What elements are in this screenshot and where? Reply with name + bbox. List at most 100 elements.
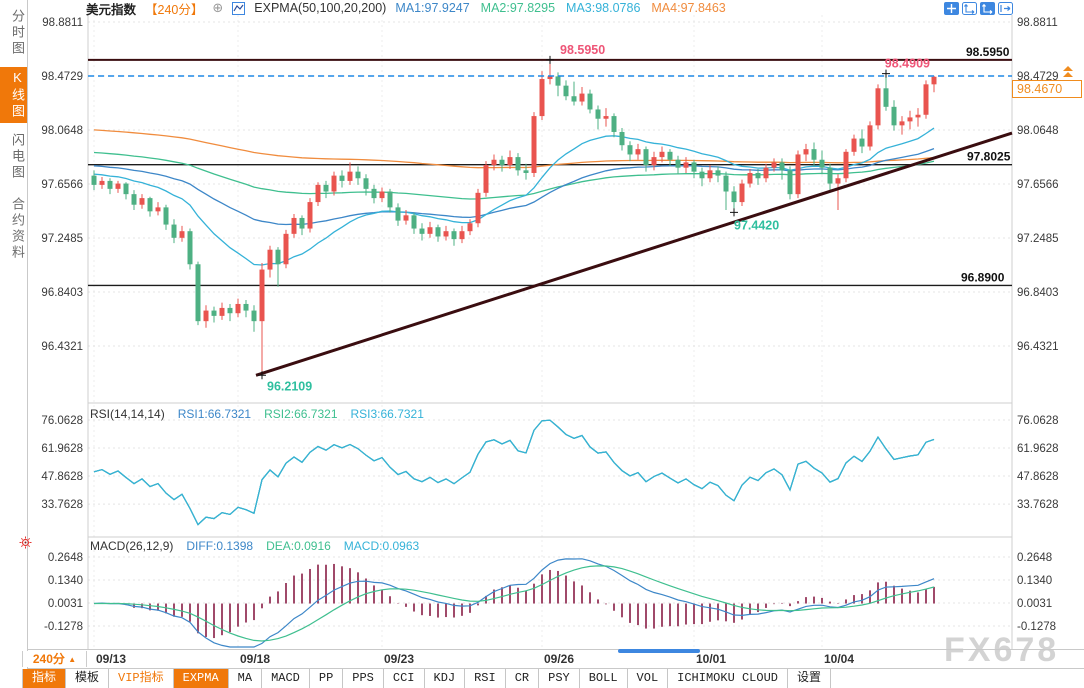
- candle: [331, 175, 337, 192]
- toolbar-item-10[interactable]: RSI: [465, 669, 506, 688]
- sidebar-item-lightning-chart[interactable]: 闪电图: [10, 133, 25, 181]
- candle: [227, 307, 233, 314]
- toolbar-item-2[interactable]: VIP指标: [109, 669, 174, 688]
- add-compare-icon[interactable]: ⊕: [212, 0, 224, 15]
- candle: [923, 84, 929, 115]
- axis-scale-icon[interactable]: [962, 2, 977, 15]
- macd-value-1: DEA:0.0916: [266, 539, 331, 553]
- axis-scale-active-icon[interactable]: [980, 2, 995, 15]
- candle: [291, 217, 297, 234]
- candle: [563, 85, 569, 97]
- candle: [195, 264, 201, 322]
- sidebar-item-contract-info[interactable]: 合约资料: [10, 197, 25, 261]
- toolbar-item-0[interactable]: 指标: [22, 669, 67, 688]
- popout-icon[interactable]: [998, 2, 1013, 15]
- ma-value-1: MA2:97.8295: [480, 1, 556, 15]
- candle: [787, 170, 793, 195]
- candle: [163, 207, 169, 225]
- candle: [235, 303, 241, 314]
- candle: [283, 233, 289, 265]
- price-annotation: 98.4909: [885, 57, 930, 71]
- axis-label-right: 98.8811: [1017, 17, 1058, 29]
- toolbar-item-5[interactable]: MACD: [262, 669, 310, 688]
- candle: [155, 207, 161, 212]
- candle: [579, 93, 585, 102]
- trendline[interactable]: [255, 131, 1013, 377]
- candle: [387, 191, 393, 208]
- candle: [355, 171, 361, 179]
- toolbar-item-3[interactable]: EXPMA: [173, 669, 229, 688]
- axis-label-left: 33.7628: [41, 499, 83, 511]
- candle: [891, 106, 897, 126]
- crosshair-icon[interactable]: [944, 2, 959, 15]
- axis-label-right: 47.8628: [1017, 471, 1059, 483]
- toolbar-item-13[interactable]: BOLL: [579, 669, 628, 688]
- toolbar-item-14[interactable]: VOL: [627, 669, 669, 688]
- candle: [139, 198, 145, 205]
- toolbar-item-9[interactable]: KDJ: [424, 669, 466, 688]
- extreme-marker: [882, 69, 890, 78]
- candle: [203, 310, 209, 322]
- candle: [763, 167, 769, 179]
- candle: [635, 149, 641, 155]
- candle: [443, 231, 449, 237]
- candle: [211, 310, 217, 316]
- axis-label-right: 97.6566: [1017, 179, 1059, 191]
- candle: [243, 303, 249, 311]
- date-label: 09/26: [544, 652, 574, 666]
- date-gridlines: 09/13 09/18 09/23 09/26 10/01 10/04: [93, 15, 854, 666]
- candle: [459, 231, 465, 240]
- indicator-settings-icon[interactable]: [19, 536, 32, 554]
- timeframe-selector[interactable]: 240分 ▲: [22, 651, 87, 667]
- expma-200-line: [93, 129, 935, 169]
- toolbar-item-11[interactable]: CR: [505, 669, 540, 688]
- toolbar-item-16[interactable]: 设置: [787, 669, 831, 688]
- extreme-marker: [258, 371, 266, 380]
- candle: [619, 131, 625, 146]
- horizontal-scrollbar-thumb[interactable]: [618, 649, 700, 653]
- toolbar-item-7[interactable]: PPS: [343, 669, 384, 688]
- candle: [659, 151, 665, 158]
- current-price-badge: 98.4670: [1012, 80, 1082, 98]
- date-label: 09/13: [96, 652, 126, 666]
- candle: [571, 96, 577, 102]
- expma-lines: [93, 127, 935, 266]
- candle: [723, 175, 729, 192]
- expma-50-line: [93, 147, 935, 226]
- ma-value-0: MA1:97.9247: [395, 1, 470, 15]
- candle: [115, 183, 121, 189]
- candle: [123, 183, 129, 195]
- axis-label-left: 0.0031: [48, 598, 83, 610]
- candle: [667, 151, 673, 160]
- expma-chart-icon: [232, 1, 246, 15]
- candle: [555, 76, 561, 86]
- axis-label-right: 96.8403: [1017, 287, 1059, 299]
- candle: [739, 183, 745, 203]
- candle: [107, 180, 113, 189]
- toolbar-item-8[interactable]: CCI: [383, 669, 425, 688]
- candle: [339, 175, 345, 181]
- extreme-marker: [730, 208, 738, 217]
- candle: [363, 178, 369, 189]
- toolbar-item-4[interactable]: MA: [228, 669, 263, 688]
- line-label: 97.8025: [967, 150, 1011, 164]
- sidebar-item-kline-chart[interactable]: K线图: [0, 67, 27, 123]
- rsi-name: RSI(14,14,14): [90, 407, 165, 421]
- axis-label-right: 98.0648: [1017, 125, 1059, 137]
- toolbar-item-12[interactable]: PSY: [539, 669, 580, 688]
- toolbar-item-1[interactable]: 模板: [66, 669, 110, 688]
- chevron-up-icon: ▲: [68, 655, 77, 664]
- candle: [179, 231, 185, 238]
- sidebar-item-time-chart[interactable]: 分时图: [10, 9, 25, 57]
- macd-header: MACD(26,12,9) DIFF:0.1398 DEA:0.0916 MACD:…: [90, 539, 419, 553]
- toolbar-item-6[interactable]: PP: [309, 669, 344, 688]
- candle: [507, 157, 513, 166]
- indicator-toolbar: 指标 模板 VIP指标 EXPMA MA MACD PP PPS CCI KDJ RSI CR PSY B…: [22, 669, 831, 688]
- candle: [435, 227, 441, 237]
- toolbar-item-15[interactable]: ICHIMOKU CLOUD: [668, 669, 788, 688]
- price-annotation: 98.5950: [560, 43, 605, 57]
- candle: [539, 79, 545, 117]
- candle: [403, 215, 409, 221]
